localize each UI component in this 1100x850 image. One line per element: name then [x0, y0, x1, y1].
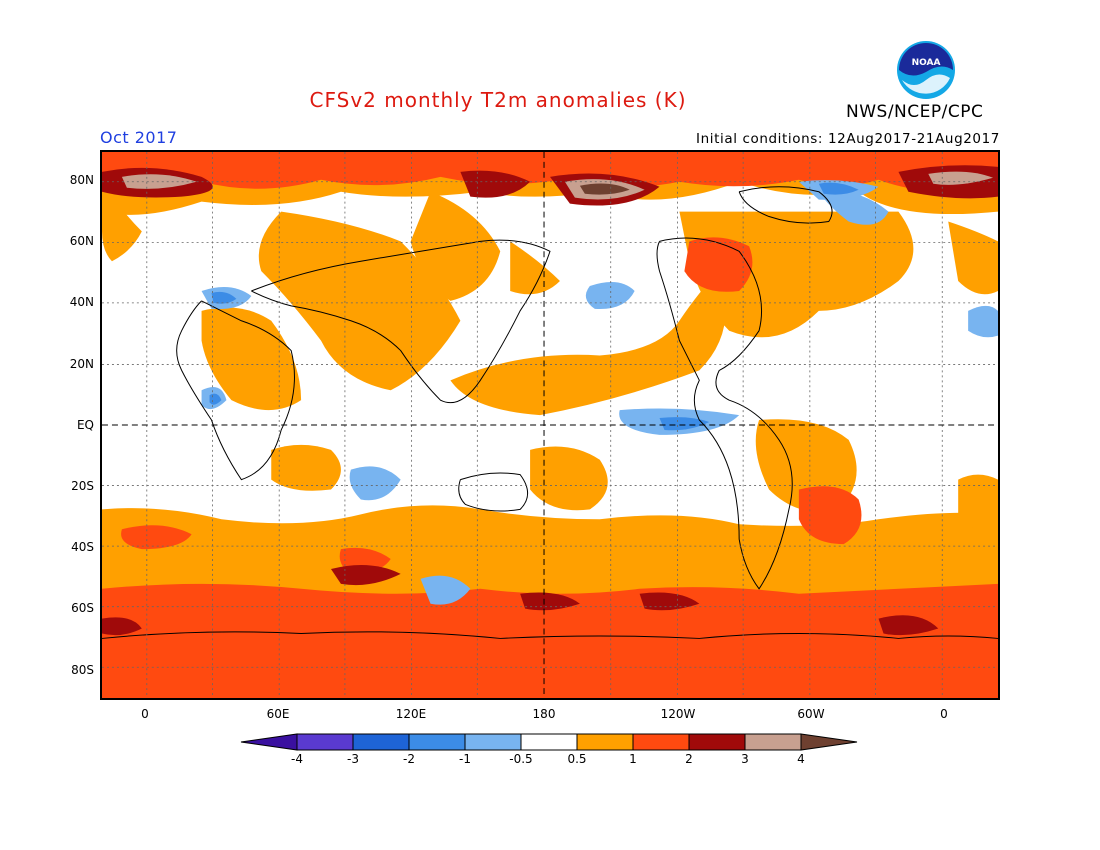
lat-label: EQ — [76, 418, 94, 432]
cool-anomaly-lightblue — [201, 180, 998, 605]
colorbar-segment — [632, 733, 690, 751]
colorbar-segment — [800, 733, 858, 751]
lon-label: 0 — [141, 707, 149, 721]
lon-label: 120E — [395, 707, 427, 721]
lon-label: 180 — [532, 707, 556, 721]
colorbar-segment — [352, 733, 410, 751]
lat-label: 40S — [71, 540, 94, 554]
colorbar-segment — [464, 733, 522, 751]
lon-label: 120W — [660, 707, 696, 721]
lon-label: 60W — [797, 707, 825, 721]
colorbar-label: -4 — [291, 752, 303, 766]
colorbar-label: -3 — [347, 752, 359, 766]
lat-label: 80S — [71, 663, 94, 677]
lon-label: 60E — [266, 707, 290, 721]
warm-anomaly-extreme — [121, 171, 994, 200]
valid-month-label: Oct 2017 — [100, 128, 178, 147]
map-gridlines — [102, 152, 998, 698]
colorbar-label: 1 — [629, 752, 637, 766]
colorbar-segment — [240, 733, 298, 751]
colorbar-segment — [688, 733, 746, 751]
colorbar-segment — [408, 733, 466, 751]
chart-title: CFSv2 monthly T2m anomalies (K) — [309, 88, 687, 112]
colorbar-label: -2 — [403, 752, 415, 766]
colorbar-segment — [744, 733, 802, 751]
initial-conditions-label: Initial conditions: 12Aug2017-21Aug2017 — [696, 131, 1000, 147]
lat-label: 40N — [69, 295, 94, 309]
colorbar — [240, 733, 858, 751]
lat-label: 60S — [71, 601, 94, 615]
lat-label: 20N — [69, 357, 94, 371]
anomaly-map — [100, 150, 1000, 700]
colorbar-label: 2 — [685, 752, 693, 766]
coastlines — [102, 186, 998, 639]
lat-label: 20S — [71, 479, 94, 493]
noaa-logo-text: NOAA — [912, 58, 941, 68]
colorbar-segment — [296, 733, 354, 751]
equator-and-dateline — [102, 152, 998, 698]
lat-label: 80N — [69, 173, 94, 187]
colorbar-segment — [520, 733, 578, 751]
lat-label: 60N — [69, 234, 94, 248]
cool-anomaly-blue — [209, 182, 859, 431]
lon-label: 0 — [940, 707, 948, 721]
colorbar-label: 0.5 — [567, 752, 587, 766]
colorbar-label: 4 — [797, 752, 805, 766]
noaa-logo-icon: NOAA — [896, 40, 956, 100]
colorbar-label: -1 — [459, 752, 471, 766]
colorbar-label: -0.5 — [509, 752, 533, 766]
agency-label: NWS/NCEP/CPC — [846, 102, 984, 122]
colorbar-segment — [576, 733, 634, 751]
anomaly-map-svg — [102, 152, 998, 698]
colorbar-label: 3 — [741, 752, 749, 766]
